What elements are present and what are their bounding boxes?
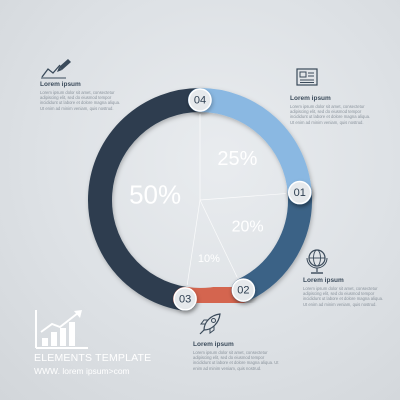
info-title: Lorem ipsum <box>303 277 344 284</box>
value-label: 20% <box>232 219 264 236</box>
value-label: 25% <box>217 148 257 170</box>
footer-title: ELEMENTS TEMPLATE <box>34 352 152 364</box>
value-label: 50% <box>129 180 181 210</box>
badge-label: 01 <box>294 187 306 199</box>
chart-pen-icon <box>40 57 74 84</box>
value-label: 10% <box>198 253 220 265</box>
info-body: Lorem ipsum dolor sit amet, consectetur … <box>290 104 371 125</box>
info-body: Lorem ipsum dolor sit amet, consectetur … <box>193 350 279 371</box>
divider-line <box>199 193 286 201</box>
slice-04 <box>88 88 212 311</box>
info-block-03: Lorem ipsum Lorem ipsum dolor sit amet, … <box>193 341 279 371</box>
footer-url[interactable]: WWW. lorem ipsum>com <box>34 366 130 376</box>
info-body: Lorem ipsum dolor sit amet, consectetur … <box>303 286 384 307</box>
divider-line <box>199 199 238 278</box>
badge-01 <box>287 180 312 205</box>
slice-01 <box>188 88 312 205</box>
info-title: Lorem ipsum <box>290 95 331 102</box>
badge-label: 03 <box>179 293 191 305</box>
info-block-02: Lorem ipsum Lorem ipsum dolor sit amet, … <box>303 277 387 307</box>
growth-chart-icon <box>34 308 90 355</box>
badge-label: 04 <box>194 94 206 106</box>
globe-icon <box>305 247 329 280</box>
divider-line <box>186 199 201 286</box>
info-block-01: Lorem ipsum Lorem ipsum dolor sit amet, … <box>290 95 374 125</box>
info-body: Lorem ipsum dolor sit amet, consectetur … <box>40 90 121 111</box>
badge-02 <box>231 278 256 302</box>
newspaper-icon <box>296 68 320 93</box>
rocket-icon <box>198 312 222 341</box>
badge-04 <box>188 88 212 112</box>
info-block-04: Lorem ipsum Lorem ipsum dolor sit amet, … <box>40 81 124 111</box>
badge-03 <box>173 287 197 311</box>
slice-02 <box>231 180 312 303</box>
info-title: Lorem ipsum <box>40 81 81 88</box>
badge-label: 02 <box>237 285 249 297</box>
info-title: Lorem ipsum <box>193 341 234 348</box>
